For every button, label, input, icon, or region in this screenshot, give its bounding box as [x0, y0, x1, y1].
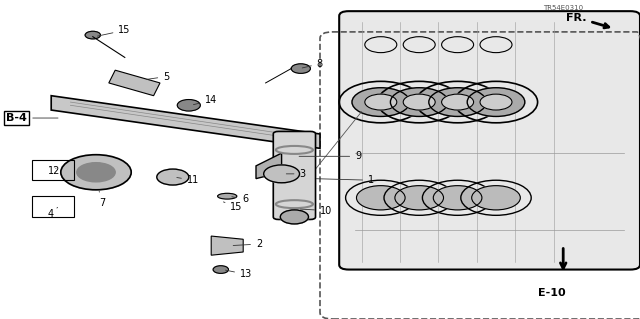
Circle shape — [291, 64, 310, 73]
Text: B-4: B-4 — [6, 113, 58, 123]
Circle shape — [61, 155, 131, 190]
FancyBboxPatch shape — [339, 11, 640, 270]
Circle shape — [442, 94, 474, 110]
Text: E-10: E-10 — [538, 288, 566, 299]
Text: 14: 14 — [193, 95, 217, 106]
Text: 3: 3 — [286, 169, 306, 179]
Circle shape — [77, 163, 115, 182]
Circle shape — [264, 165, 300, 183]
Text: 6: 6 — [232, 194, 248, 204]
Polygon shape — [256, 153, 282, 179]
Polygon shape — [51, 96, 320, 148]
FancyBboxPatch shape — [273, 131, 316, 219]
Circle shape — [472, 186, 520, 210]
Circle shape — [356, 186, 405, 210]
Circle shape — [390, 88, 448, 116]
Text: TR54E0310: TR54E0310 — [543, 5, 583, 11]
Circle shape — [213, 266, 228, 273]
Polygon shape — [109, 70, 160, 96]
Bar — [32, 196, 74, 217]
Circle shape — [395, 186, 444, 210]
Circle shape — [177, 100, 200, 111]
Polygon shape — [211, 236, 243, 255]
Text: 11: 11 — [177, 175, 199, 185]
Ellipse shape — [218, 193, 237, 199]
Text: 7: 7 — [99, 191, 106, 208]
Circle shape — [429, 88, 486, 116]
Text: 10: 10 — [300, 205, 332, 216]
Text: FR.: FR. — [566, 12, 609, 28]
Circle shape — [403, 94, 435, 110]
Text: 4: 4 — [48, 207, 58, 219]
Text: 2: 2 — [233, 239, 262, 249]
Circle shape — [157, 169, 189, 185]
Text: 15: 15 — [223, 202, 243, 212]
Text: 15: 15 — [97, 25, 131, 36]
Bar — [32, 160, 74, 180]
Circle shape — [280, 210, 308, 224]
Text: 1: 1 — [316, 175, 374, 185]
Text: 8: 8 — [302, 59, 323, 69]
Text: 9: 9 — [299, 151, 362, 161]
Circle shape — [467, 88, 525, 116]
Circle shape — [352, 88, 410, 116]
Text: 13: 13 — [225, 269, 252, 279]
Circle shape — [365, 94, 397, 110]
Circle shape — [480, 94, 512, 110]
Circle shape — [85, 31, 100, 39]
Text: 12: 12 — [48, 166, 60, 176]
Text: 5: 5 — [147, 71, 170, 82]
Circle shape — [433, 186, 482, 210]
